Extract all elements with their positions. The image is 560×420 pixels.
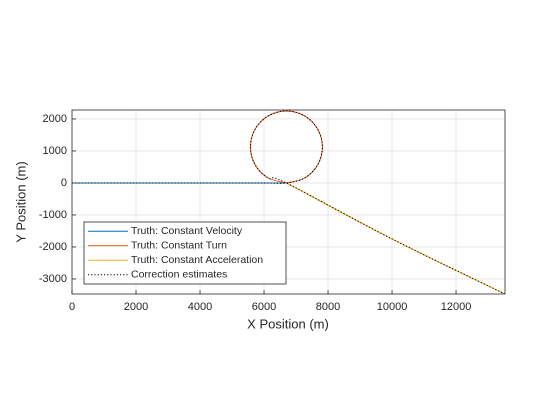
x-tick-label: 6000 — [252, 301, 276, 313]
x-axis-label: X Position (m) — [247, 316, 329, 331]
x-tick-label: 8000 — [316, 301, 340, 313]
y-tick-label: 0 — [61, 177, 67, 189]
legend-label: Correction estimates — [131, 269, 227, 281]
y-tick-label: -1000 — [39, 209, 67, 221]
legend-label: Truth: Constant Acceleration — [131, 254, 263, 266]
y-tick-label: 2000 — [43, 113, 67, 125]
axes-box — [71, 109, 506, 295]
y-tick-label: 1000 — [43, 145, 67, 157]
legend-label: Truth: Constant Velocity — [131, 225, 243, 237]
x-tick-label: 12000 — [441, 301, 472, 313]
x-tick-label: 10000 — [377, 301, 408, 313]
x-tick-label: 4000 — [188, 301, 212, 313]
y-tick-label: -3000 — [39, 273, 67, 285]
x-tick-label: 0 — [69, 301, 75, 313]
y-tick-label: -2000 — [39, 241, 67, 253]
series-line — [72, 110, 505, 294]
legend-box — [83, 221, 287, 285]
y-axis-label: Y Position (m) — [13, 161, 28, 242]
x-tick-label: 2000 — [124, 301, 148, 313]
legend-label: Truth: Constant Turn — [131, 240, 227, 252]
